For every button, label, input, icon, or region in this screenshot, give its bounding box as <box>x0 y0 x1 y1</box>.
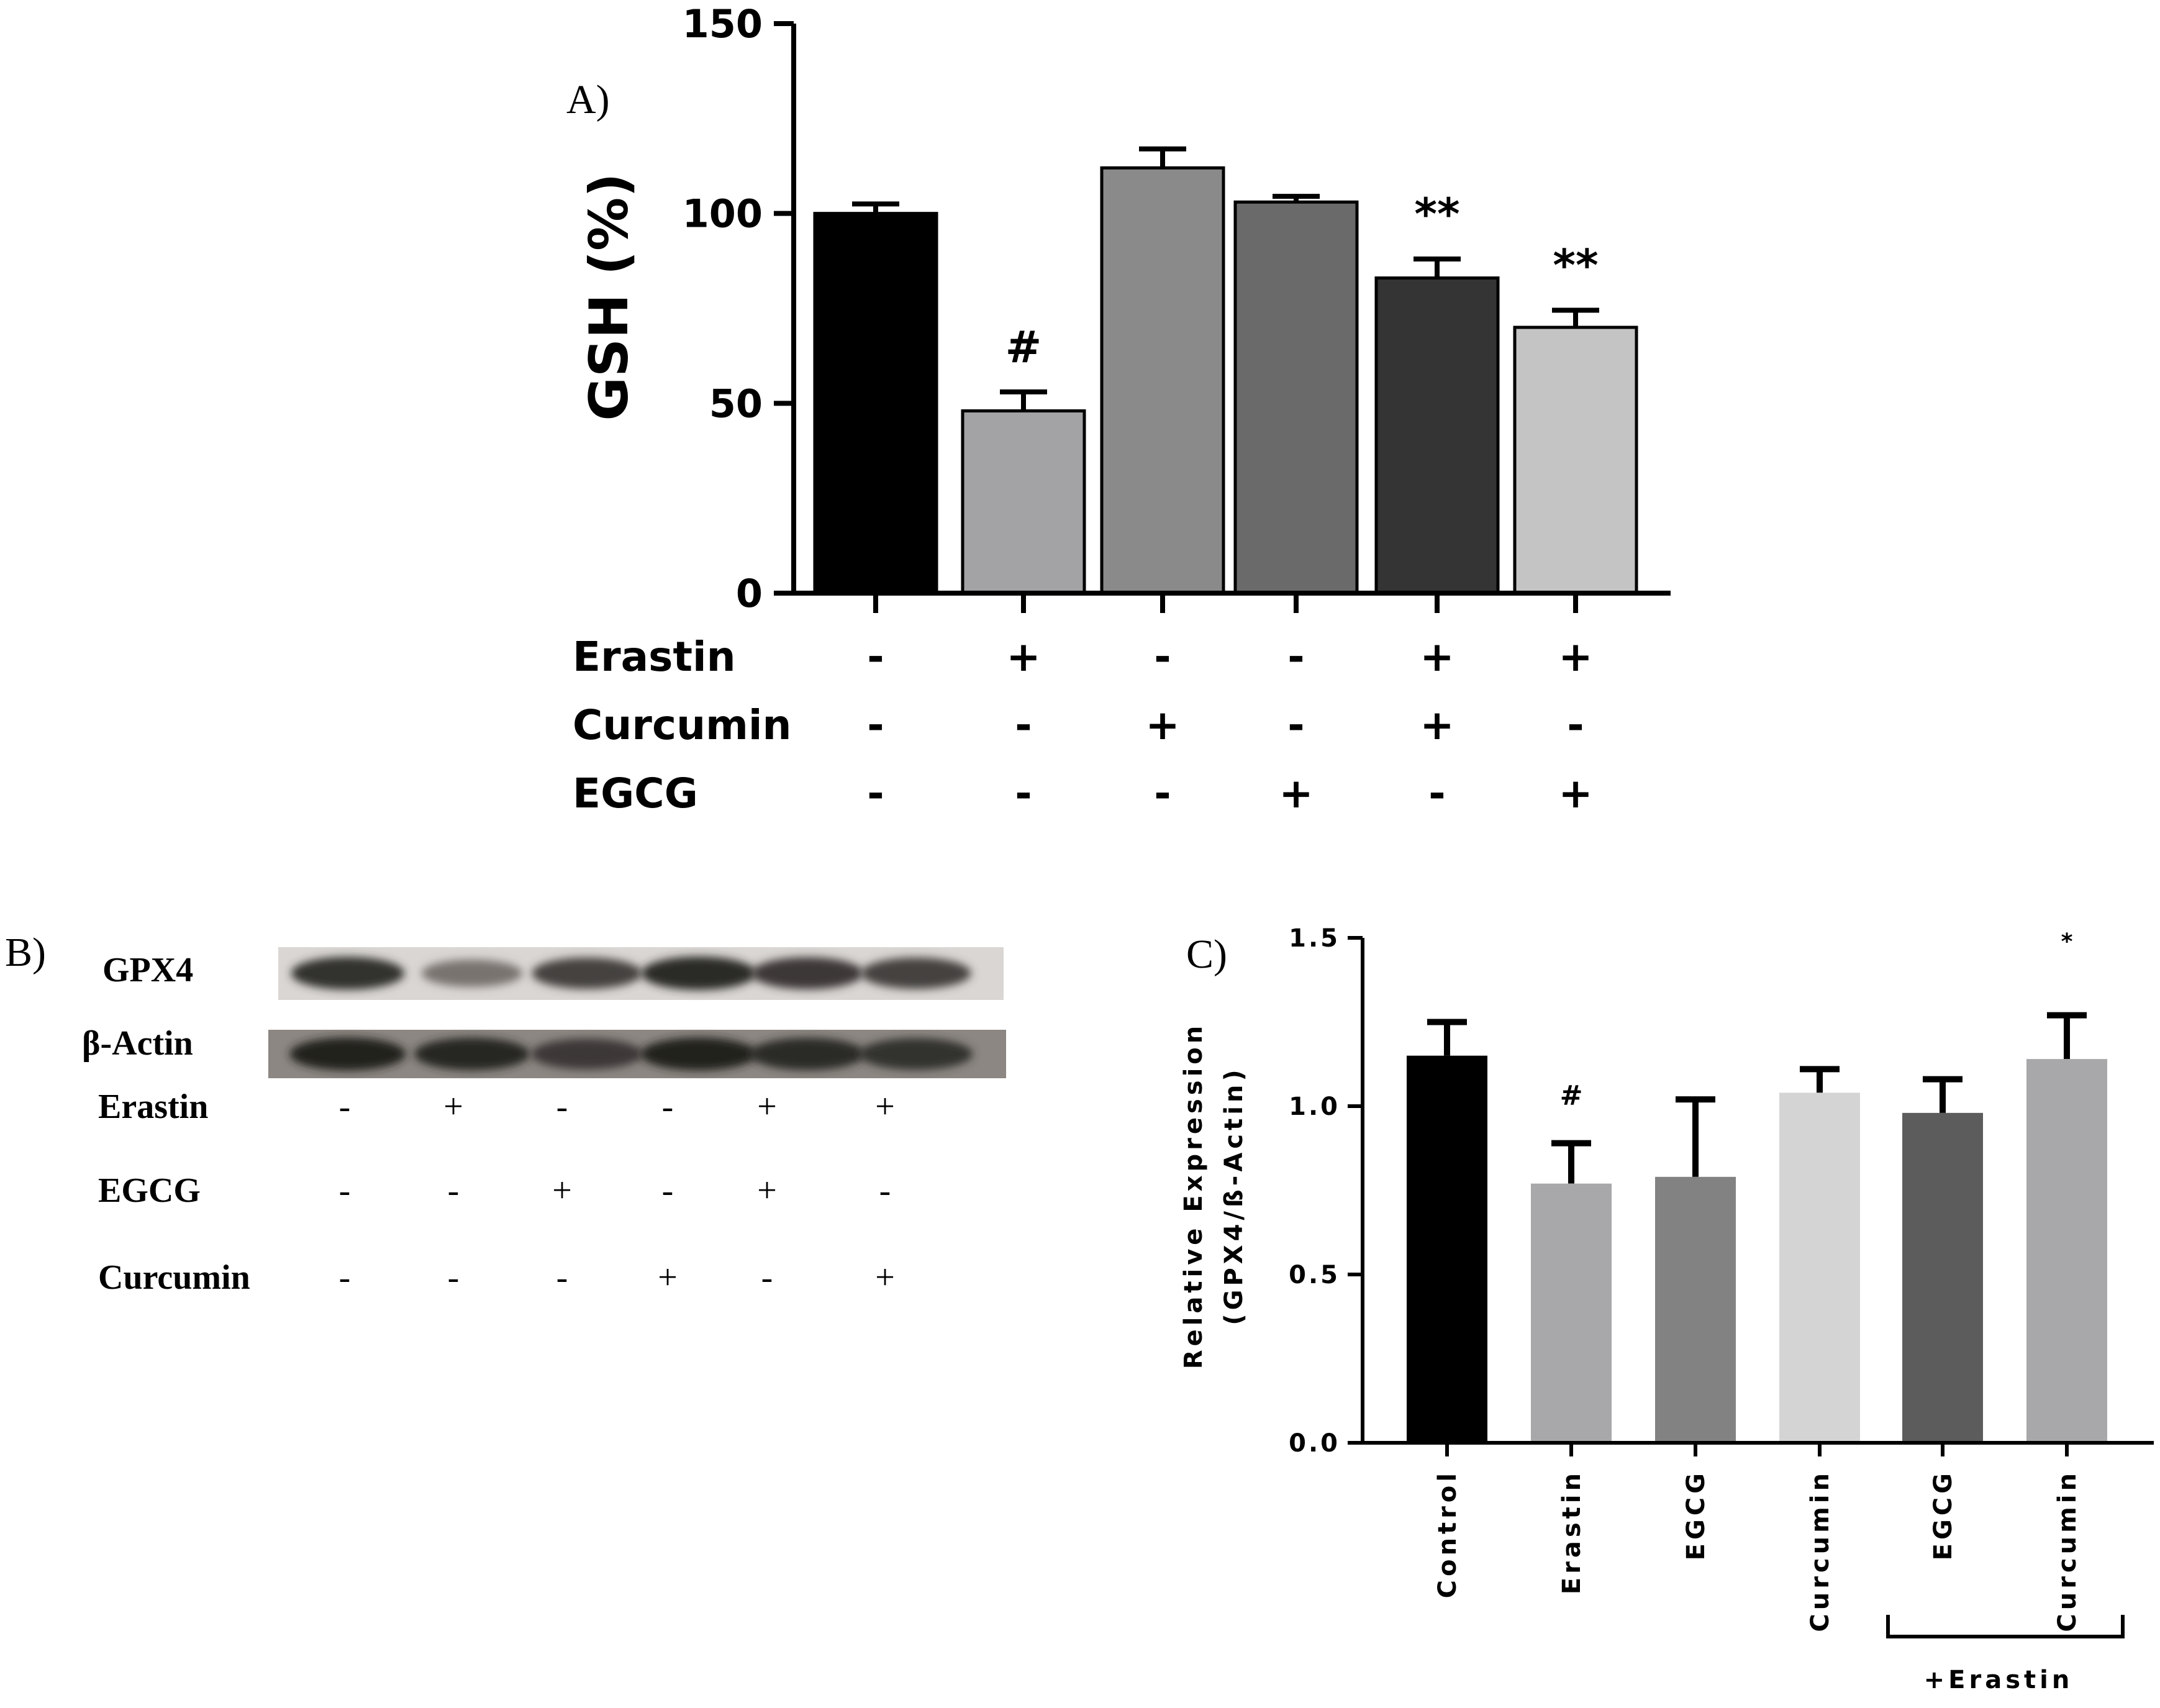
panel-a-treatment-sign: + <box>1558 770 1592 817</box>
panel-a-treatment-sign: - <box>1154 770 1171 817</box>
blot-treatment-sign: + <box>875 1258 895 1297</box>
panel-c-y-tick-label: 1.0 <box>1289 1092 1340 1121</box>
blot-band <box>640 1037 757 1071</box>
blot-treatment-sign: - <box>448 1258 460 1297</box>
panel-a-treatment-sign: - <box>1287 633 1304 681</box>
blot-treatment-sign: + <box>875 1088 895 1126</box>
panel-a-treatment-sign: - <box>1015 701 1032 749</box>
panel-c-category-label: Curcumin <box>2053 1470 2082 1632</box>
blot-band <box>289 1037 406 1071</box>
blot-treatment-sign: + <box>757 1088 777 1126</box>
blot-treatment-sign: + <box>757 1171 777 1210</box>
panel-c-bar <box>1779 1092 1860 1443</box>
panel-a-treatment-sign: - <box>867 701 884 749</box>
panel-c: C) Relative Expression (GPX4/ß-Actin) 0.… <box>1179 924 2154 1694</box>
panel-b-label: B) <box>5 930 46 975</box>
panel-a-treatment-sign: - <box>1015 770 1032 817</box>
panel-c-y-tick-label: 1.5 <box>1289 924 1340 953</box>
blot-treatment-name: Curcumin <box>98 1258 250 1297</box>
blot-band <box>751 957 863 989</box>
panel-a-y-tick-label: 150 <box>683 1 763 47</box>
panel-c-y-tick-label: 0.0 <box>1289 1429 1340 1458</box>
panel-a-significance-mark: ** <box>1553 240 1598 291</box>
blot-treatment-sign: + <box>658 1258 678 1297</box>
panel-a-treatment-name: EGCG <box>573 770 698 817</box>
panel-a-treatment-sign: + <box>1006 633 1040 681</box>
panel-c-category-label: EGCG <box>1682 1470 1710 1560</box>
panel-c-bar <box>1531 1183 1612 1443</box>
panel-b: B) GPX4 β-Actin Erastin - + - - + + EGCG - - + - + - C… <box>5 930 1006 1297</box>
panel-a-bar <box>1233 200 1359 595</box>
erastin-group-label: +Erastin <box>1924 1666 2074 1694</box>
panel-a-treatment-sign: + <box>1420 701 1454 749</box>
panel-c-bar <box>1655 1176 1736 1443</box>
panel-a-treatment-sign: - <box>867 633 884 681</box>
panel-c-bar <box>1902 1112 1983 1443</box>
panel-c-y-tick-label: 0.5 <box>1289 1261 1340 1289</box>
blot-row-label-beta-actin: β-Actin <box>82 1024 193 1063</box>
panel-c-bar <box>1407 1055 1487 1443</box>
panel-c-category-label: Curcumin <box>1806 1470 1835 1632</box>
erastin-group-bracket <box>1886 1615 2125 1638</box>
blot-band <box>532 957 642 989</box>
blot-treatment-name: Erastin <box>98 1088 208 1126</box>
blot-treatment-sign: - <box>339 1171 351 1210</box>
panel-a-treatment-sign: - <box>1428 770 1445 817</box>
blot-treatment-sign: - <box>761 1258 773 1297</box>
panel-a-treatment-sign: - <box>867 770 884 817</box>
panel-a-treatment-sign: - <box>1154 633 1171 681</box>
blot-treatment-sign: - <box>662 1171 674 1210</box>
panel-c-category-label: EGCG <box>1929 1470 1958 1560</box>
panel-a-label: A) <box>566 77 610 122</box>
blot-treatment-sign: - <box>879 1171 891 1210</box>
panel-a: A) GSH (%) 0 50 100 150 # ** ** Erastin - + - - + +… <box>566 1 1671 817</box>
panel-a-treatment-sign: - <box>1287 701 1304 749</box>
blot-treatment-sign: - <box>556 1258 568 1297</box>
panel-a-bar <box>813 212 938 595</box>
panel-c-significance-mark: * <box>2061 929 2073 955</box>
panel-a-bar <box>1513 325 1638 595</box>
panel-a-treatment-sign: + <box>1420 633 1454 681</box>
blot-treatment-sign: - <box>662 1088 674 1126</box>
panel-a-bar <box>1100 166 1225 595</box>
blot-treatment-sign: - <box>339 1088 351 1126</box>
panel-c-category-label: Erastin <box>1558 1470 1586 1594</box>
blot-treatment-sign: - <box>556 1088 568 1126</box>
blot-band <box>421 959 523 988</box>
panel-a-significance-mark: ** <box>1414 189 1459 240</box>
blot-band <box>859 1038 973 1070</box>
panel-a-significance-mark: # <box>1005 322 1042 373</box>
panel-a-y-tick-label: 50 <box>709 381 763 426</box>
panel-a-treatment-name: Curcumin <box>573 701 791 749</box>
blot-band <box>414 1037 530 1071</box>
blot-band <box>291 956 405 990</box>
blot-band <box>641 956 756 990</box>
panel-a-treatment-name: Erastin <box>573 633 736 681</box>
panel-c-label: C) <box>1186 932 1227 977</box>
panel-a-y-axis-label: GSH (%) <box>578 173 640 420</box>
panel-c-category-label: Control <box>1433 1470 1462 1598</box>
panel-c-significance-mark: # <box>1560 1080 1583 1112</box>
panel-c-y-axis-label-line1: Relative Expression <box>1179 1022 1208 1370</box>
panel-a-treatment-sign: + <box>1145 701 1179 749</box>
panel-a-bar <box>1374 276 1500 595</box>
blot-treatment-sign: - <box>448 1171 460 1210</box>
panel-a-treatment-sign: + <box>1279 770 1313 817</box>
blot-band <box>861 957 971 989</box>
blot-treatment-sign: + <box>443 1088 463 1126</box>
panel-a-treatment-sign: - <box>1567 701 1584 749</box>
blot-treatment-sign: + <box>552 1171 572 1210</box>
blot-row-label-gpx4: GPX4 <box>102 951 193 989</box>
blot-treatment-name: EGCG <box>98 1171 201 1210</box>
panel-c-bar <box>2026 1059 2107 1443</box>
panel-a-y-tick-label: 0 <box>736 571 763 616</box>
panel-a-treatment-sign: + <box>1558 633 1592 681</box>
blot-treatment-sign: - <box>339 1258 351 1297</box>
blot-band <box>531 1038 643 1070</box>
panel-a-y-tick-label: 100 <box>683 191 763 237</box>
panel-a-bar <box>961 409 1086 595</box>
blot-band <box>750 1038 865 1070</box>
panel-c-y-axis-label-line2: (GPX4/ß-Actin) <box>1220 1066 1248 1325</box>
